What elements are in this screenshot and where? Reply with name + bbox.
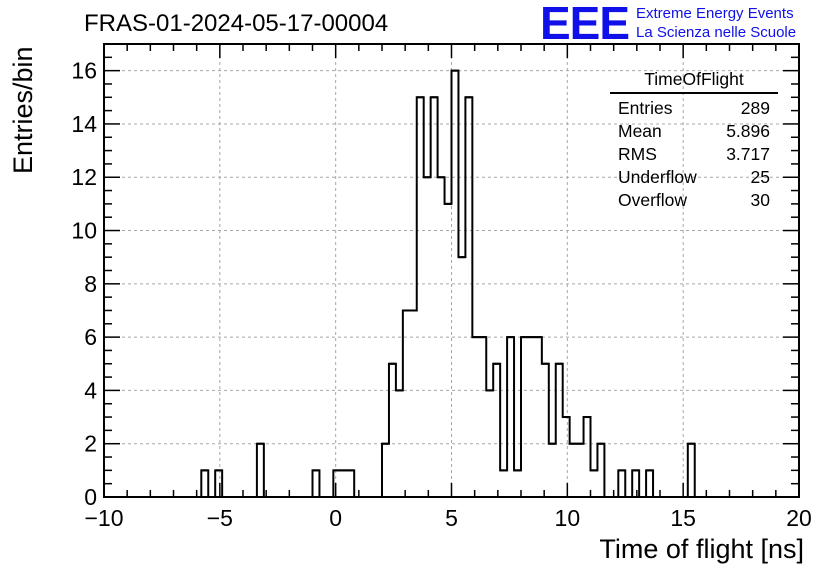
y-tick-label: 16 [71, 58, 97, 84]
logo-line-2: La Scienza nelle Scuole [636, 24, 797, 41]
stats-row-underflow: Underflow 25 [610, 166, 778, 189]
eee-logo-caption: Extreme Energy Events La Scienza nelle S… [636, 4, 796, 42]
x-tick-label: −10 [84, 505, 123, 531]
stats-row-entries: Entries 289 [610, 97, 778, 120]
x-tick-label: 10 [555, 505, 581, 531]
y-tick-label: 12 [71, 164, 97, 190]
stats-value: 25 [750, 167, 770, 187]
y-tick-label: 6 [84, 324, 97, 350]
stats-value: 3.717 [726, 144, 770, 164]
y-tick-label: 14 [71, 111, 97, 137]
stats-title: TimeOfFlight [610, 68, 778, 94]
x-tick-label: −5 [207, 505, 233, 531]
run-title: FRAS-01-2024-05-17-00004 [84, 10, 389, 37]
y-axis-label: Entries/bin [8, 46, 38, 174]
y-tick-label: 4 [84, 377, 97, 403]
tick-labels: −10 −5 0 5 10 15 20 0 2 4 6 8 10 12 14 16 [71, 58, 811, 531]
logo-line-1: Extreme Energy Events [636, 5, 794, 22]
y-tick-label: 2 [84, 431, 97, 457]
stats-box: TimeOfFlight Entries 289 Mean 5.896 RMS … [610, 68, 778, 212]
eee-logo: EEE [540, 0, 630, 49]
stats-label: Overflow [618, 190, 688, 210]
stats-label: Underflow [618, 167, 697, 187]
x-tick-label: 5 [445, 505, 458, 531]
axis-ticks [103, 43, 800, 498]
stats-value: 5.896 [726, 121, 770, 141]
x-tick-label: 15 [670, 505, 696, 531]
x-tick-label: 0 [329, 505, 342, 531]
stats-row-mean: Mean 5.896 [610, 120, 778, 143]
y-tick-label: 0 [84, 484, 97, 510]
stats-label: Entries [618, 98, 673, 118]
x-tick-label: 20 [786, 505, 812, 531]
stats-value: 289 [740, 98, 770, 118]
y-tick-label: 8 [84, 271, 97, 297]
grid-lines [104, 44, 799, 497]
stats-value: 30 [750, 190, 770, 210]
stats-label: Mean [618, 121, 662, 141]
x-axis-label: Time of flight [ns] [599, 534, 804, 564]
stats-label: RMS [618, 144, 657, 164]
stats-row-rms: RMS 3.717 [610, 143, 778, 166]
stats-row-overflow: Overflow 30 [610, 189, 778, 212]
y-tick-label: 10 [71, 218, 97, 244]
